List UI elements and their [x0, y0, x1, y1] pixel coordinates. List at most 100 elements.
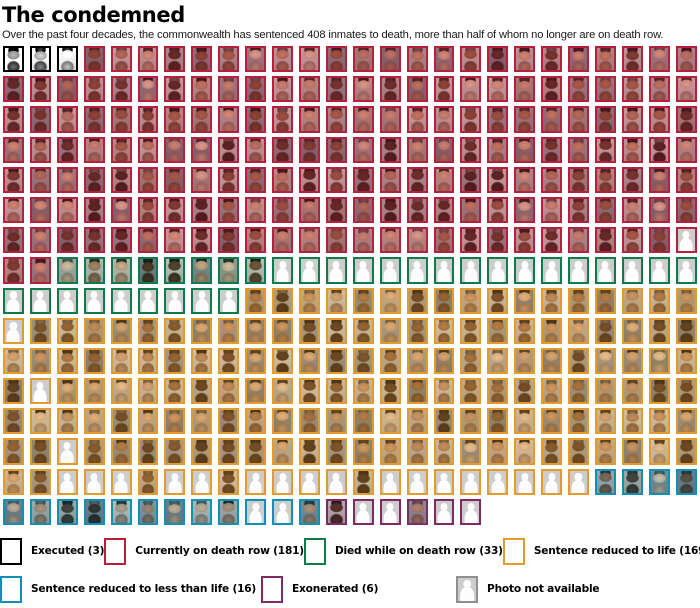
- inmate-photo-frame: [460, 438, 482, 465]
- inmate-cell: [646, 135, 673, 165]
- legend-item[interactable]: Currently on death row (181): [104, 532, 304, 570]
- inmate-photo-frame: [298, 438, 320, 465]
- inmate-photo-frame: [406, 136, 428, 163]
- legend-item[interactable]: Executed (3): [0, 532, 104, 570]
- inmate-cell: [108, 225, 135, 255]
- inmate-photo-frame: [568, 438, 589, 465]
- inmate-cell: [404, 195, 431, 225]
- legend-item[interactable]: Sentence reduced to life (169): [502, 532, 700, 570]
- person-silhouette-icon: [541, 257, 563, 284]
- inmate-cell: [27, 104, 54, 134]
- inmate-cell: [242, 376, 269, 406]
- inmate-photo-frame: [648, 347, 670, 375]
- inmate-photo-frame: [541, 227, 563, 254]
- person-silhouette-icon: [541, 468, 563, 495]
- inmate-photo-frame: [648, 468, 670, 495]
- inmate-photo-frame: [379, 166, 401, 193]
- inmate-cell: [350, 346, 377, 376]
- inmate-photo-frame: [3, 136, 24, 163]
- inmate-photo-frame: [191, 46, 213, 73]
- inmate-photo-frame: [621, 438, 643, 465]
- inmate-cell: [592, 104, 619, 134]
- inmate-cell: [404, 225, 431, 255]
- inmate-photo-frame: [191, 438, 213, 465]
- inmate-photo-frame: [218, 498, 240, 525]
- inmate-photo-frame: [352, 166, 374, 193]
- inmate-cell: [54, 467, 81, 497]
- inmate-photo-frame: [379, 378, 401, 405]
- inmate-cell: [565, 406, 592, 436]
- inmate-cell: [646, 74, 673, 104]
- inmate-photo-frame: [325, 106, 347, 133]
- inmate-photo-frame: [3, 378, 24, 405]
- inmate-cell: [188, 44, 215, 74]
- inmate-cell: [538, 406, 565, 436]
- page-title: The condemned: [2, 3, 185, 27]
- inmate-cell: [0, 44, 27, 74]
- inmate-cell: [0, 135, 27, 165]
- inmate-photo-frame: [487, 378, 509, 405]
- inmate-photo-frame: [272, 166, 293, 193]
- inmate-photo-frame: [272, 136, 293, 163]
- inmate-photo-frame: [487, 287, 509, 314]
- inmate-photo-frame: [218, 106, 240, 133]
- inmate-cell: [350, 44, 377, 74]
- inmate-photo-frame: [29, 46, 51, 73]
- inmate-cell: [188, 225, 215, 255]
- legend: Executed (3) Currently on death row (181)…: [0, 532, 700, 608]
- inmate-cell: [673, 165, 700, 195]
- inmate-cell: [81, 346, 108, 376]
- inmate-photo-frame: [406, 438, 428, 465]
- inmate-photo-frame: [487, 196, 509, 224]
- inmate-cell: [350, 74, 377, 104]
- legend-item[interactable]: Exonerated (6): [261, 570, 456, 608]
- inmate-cell: [323, 195, 350, 225]
- inmate-photo-frame: [218, 227, 240, 254]
- inmate-cell: [323, 346, 350, 376]
- inmate-cell: [215, 44, 242, 74]
- inmate-photo-frame: [594, 438, 616, 465]
- inmate-cell: [404, 44, 431, 74]
- inmate-cell: [215, 346, 242, 376]
- inmate-photo-frame: [245, 317, 267, 344]
- inmate-photo-frame: [379, 136, 401, 163]
- inmate-photo-frame: [352, 46, 374, 73]
- legend-item[interactable]: Died while on death row (33): [303, 532, 503, 570]
- legend-item[interactable]: Photo not available: [456, 570, 656, 608]
- inmate-photo-frame: [191, 317, 213, 344]
- inmate-cell: [269, 376, 296, 406]
- inmate-photo-frame: [406, 378, 428, 405]
- inmate-photo-frame: [245, 136, 267, 163]
- inmate-cell: [27, 255, 54, 285]
- inmate-cell: [538, 286, 565, 316]
- inmate-cell: [188, 346, 215, 376]
- inmate-photo-frame: [514, 408, 536, 435]
- inmate-cell: [135, 255, 162, 285]
- legend-item[interactable]: Sentence reduced to less than life (16): [0, 570, 261, 608]
- inmate-cell: [161, 286, 188, 316]
- inmate-cell: [511, 286, 538, 316]
- inmate-cell: [350, 406, 377, 436]
- inmate-photo-frame: [29, 196, 51, 224]
- inmate-cell: [565, 346, 592, 376]
- inmate-photo-frame: [272, 106, 293, 133]
- inmate-cell: [592, 376, 619, 406]
- inmate-cell: [27, 467, 54, 497]
- inmate-photo-frame: [83, 227, 105, 254]
- inmate-photo-frame: [352, 468, 374, 495]
- inmate-photo-frame: [594, 136, 616, 163]
- person-silhouette-icon: [514, 468, 536, 495]
- inmate-cell: [431, 376, 458, 406]
- inmate-photo-frame: [56, 498, 78, 525]
- inmate-cell: [646, 316, 673, 346]
- inmate-photo-frame: [298, 287, 320, 314]
- inmate-cell: [538, 316, 565, 346]
- person-silhouette-icon: [110, 287, 132, 314]
- inmate-cell: [135, 225, 162, 255]
- inmate-photo-frame: [460, 196, 482, 224]
- inmate-cell: [377, 225, 404, 255]
- inmate-photo-frame: [218, 408, 240, 435]
- inmate-cell: [296, 346, 323, 376]
- inmate-cell: [538, 346, 565, 376]
- inmate-photo-frame: [272, 46, 293, 73]
